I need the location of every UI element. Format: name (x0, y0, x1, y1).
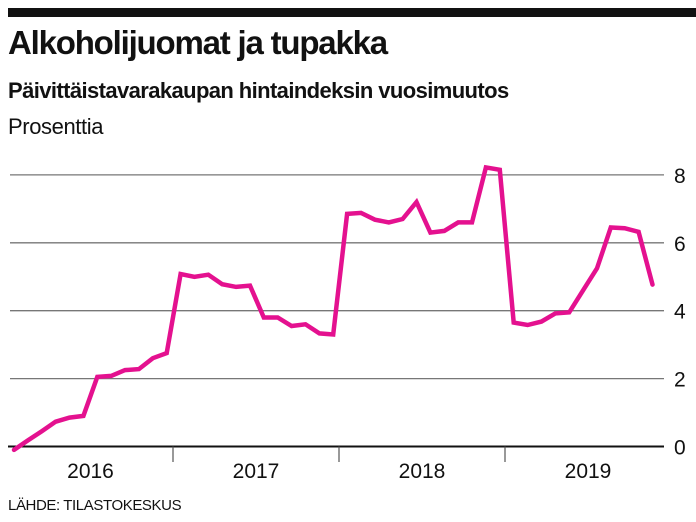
y-tick-label: 2 (674, 369, 686, 392)
y-tick-label: 8 (674, 165, 686, 188)
y-axis-unit: Prosenttia (8, 114, 104, 139)
x-tick-label: 2018 (399, 460, 446, 483)
top-rule (8, 8, 696, 17)
source-note: LÄHDE: TILASTOKESKUS (8, 497, 182, 514)
x-tick-label: 2016 (67, 460, 114, 483)
series-line (11, 164, 655, 453)
y-tick-label: 6 (674, 233, 686, 256)
y-tick-label: 0 (674, 437, 686, 460)
chart-title: Alkoholijuomat ja tupakka (8, 24, 388, 61)
x-tick-label: 2019 (565, 460, 612, 483)
x-tick-label: 2017 (233, 460, 280, 483)
chart-subtitle: Päivittäistavarakaupan hintaindeksin vuo… (8, 78, 509, 103)
y-tick-label: 4 (674, 301, 686, 324)
